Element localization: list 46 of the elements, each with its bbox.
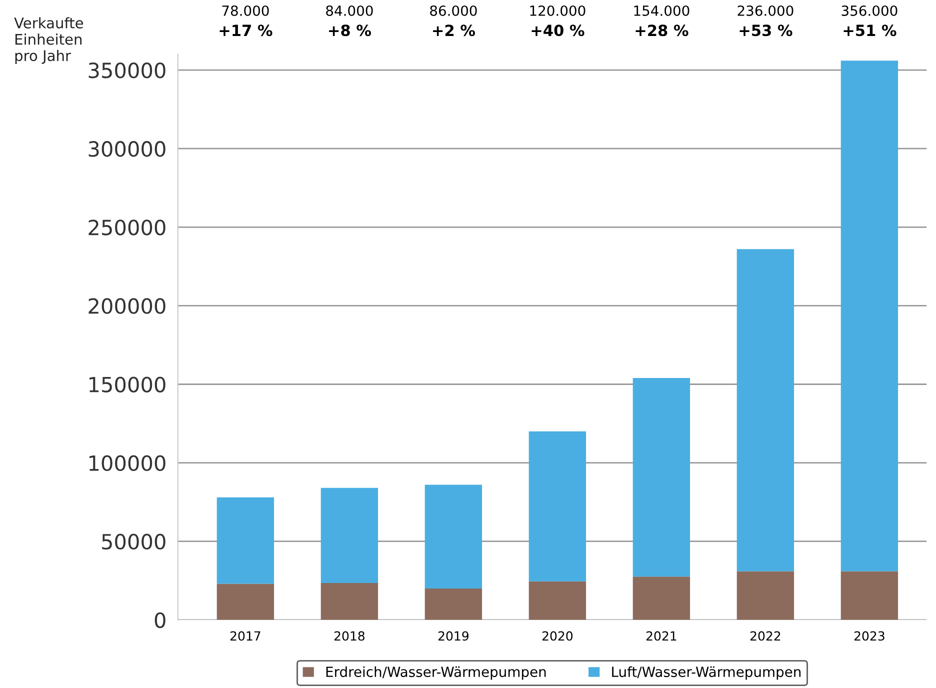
text: +8 %	[329, 24, 371, 36]
text: 84.000	[326, 5, 373, 16]
legend-label: Luft/Wasser-Wärmepumpen	[612, 666, 801, 680]
bar	[736, 571, 794, 620]
text: +51 %	[844, 24, 896, 36]
x-tick-label: 2020	[542, 631, 573, 641]
x-tick-label: 2023	[854, 631, 884, 641]
text: +28 %	[636, 24, 688, 36]
x-tick-label: 2017	[230, 631, 260, 641]
bar	[632, 378, 690, 577]
y-tick-label: 200000	[88, 298, 166, 314]
text: +2 %	[433, 24, 475, 36]
bar	[320, 582, 378, 620]
y-tick-label: 50000	[102, 534, 166, 550]
y-axis-title: Verkaufte Einheiten pro Jahr	[14, 17, 84, 64]
bar	[632, 576, 690, 620]
text: 86.000	[430, 5, 477, 16]
y-tick-label: 250000	[88, 220, 166, 236]
bar	[320, 488, 378, 583]
text: 236.000	[738, 5, 794, 16]
bar	[736, 249, 794, 572]
x-tick-label: 2022	[750, 631, 780, 641]
bar	[216, 584, 274, 620]
x-tick-label: 2018	[334, 631, 364, 641]
bar	[840, 60, 898, 572]
bar	[528, 431, 586, 582]
y-tick-label: 0	[154, 612, 166, 628]
bar	[528, 581, 586, 620]
bar	[840, 571, 898, 620]
text: +17 %	[220, 24, 272, 36]
text: 78.000	[222, 5, 269, 16]
x-tick-label: 2021	[646, 631, 676, 641]
y-tick-label: 100000	[89, 455, 166, 472]
legend-label: Erdreich/Wasser-Wärmepumpen	[326, 666, 546, 680]
text: 356.000	[842, 5, 898, 16]
text: +53 %	[740, 24, 792, 36]
bar	[424, 484, 482, 588]
text: 154.000	[634, 5, 690, 16]
text: +40 %	[532, 24, 584, 36]
y-tick-label: 350000	[88, 62, 166, 78]
y-tick-label: 150000	[89, 376, 166, 392]
bar	[216, 497, 274, 584]
x-tick-label: 2019	[438, 631, 468, 641]
bar	[424, 588, 482, 620]
text: 120.000	[530, 5, 586, 16]
y-tick-label: 300000	[88, 141, 166, 157]
